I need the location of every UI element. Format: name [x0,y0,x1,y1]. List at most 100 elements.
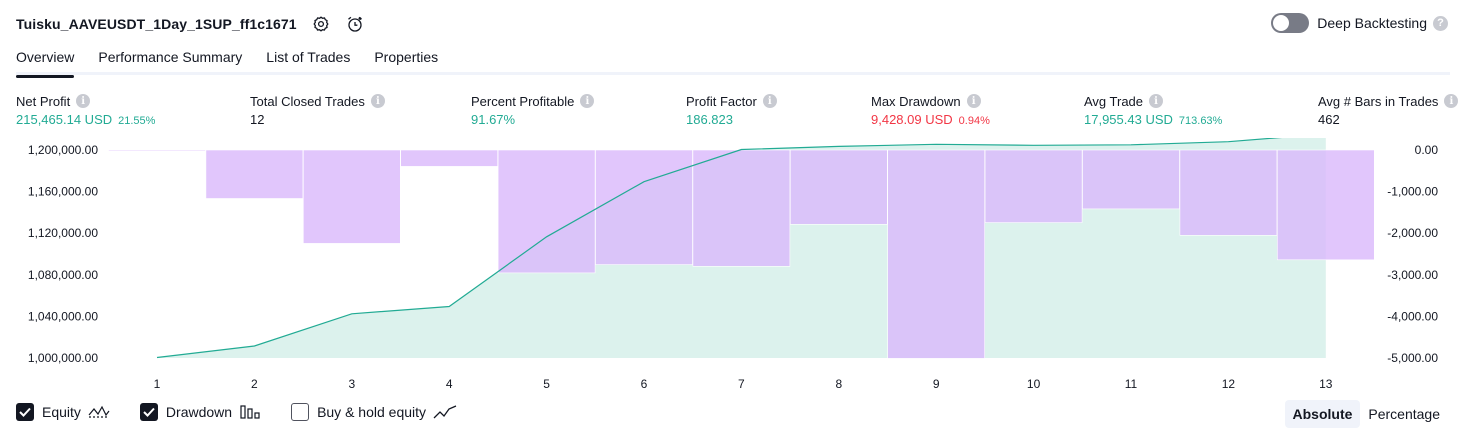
deep-backtesting-toggle[interactable] [1271,13,1310,33]
x-axis-tick: 11 [1125,377,1138,391]
equity-drawdown-chart: 1,200,000.00 1,160,000.00 1,120,000.00 1,08… [28,138,1439,391]
info-icon[interactable]: i [762,94,777,108]
drawdown-bar [108,149,206,152]
strategy-header: Tuisku_AAVEUSDT_1Day_1SUP_ff1c1671 [16,12,365,36]
metric-avg-bars-in-trades: Avg # Bars in Trades i 462 [1318,93,1459,127]
drawdown-bar [595,149,693,265]
x-axis-tick: 12 [1222,377,1236,391]
equity-label: Equity [42,404,81,420]
drawdown-bar [789,149,888,225]
scale-mode-switch: Absolute Percentage [1284,400,1449,428]
percentage-button[interactable]: Percentage [1368,406,1440,422]
metric-label: Percent Profitable [471,93,575,109]
x-axis-tick: 2 [251,377,258,391]
metric-value: 186.823 [686,112,733,127]
metric-percent: 21.55% [118,115,156,127]
x-axis-tick: 1 [154,377,161,391]
legend-buy-hold[interactable]: Buy & hold equity [291,403,457,421]
metric-percent-profitable: Percent Profitable i 91.67% [471,93,595,127]
left-axis-tick: 1,120,000.00 [28,226,98,240]
metric-value: 17,955.43 USD [1084,112,1173,127]
left-axis-tick: 1,000,000.00 [28,351,98,365]
deep-backtesting: Deep Backtesting ? [1271,13,1448,33]
metric-value: 91.67% [471,112,516,127]
drawdown-checkbox[interactable] [139,403,158,421]
right-axis-tick: -1,000.00 [1387,185,1438,199]
metric-label: Total Closed Trades [250,93,365,109]
metric-max-drawdown: Max Drawdown i 9,428.09 USD 0.94% [871,93,990,128]
metric-net-profit: Net Profit i 215,465.14 USD 21.55% [16,93,156,128]
deep-backtesting-label: Deep Backtesting [1317,15,1427,31]
metric-label: Avg Trade [1084,93,1144,109]
x-axis-tick: 5 [543,377,550,391]
drawdown-bar [302,149,401,244]
drawdown-bar [1277,149,1375,261]
drawdown-bar [984,149,1083,223]
metric-label: Max Drawdown [871,93,961,109]
drawdown-label: Drawdown [165,404,233,420]
tab-overview[interactable]: Overview [16,47,75,78]
right-axis-tick: -5,000.00 [1387,351,1438,365]
metric-avg-trade: Avg Trade i 17,955.43 USD 713.63% [1084,93,1223,128]
metric-label: Net Profit [16,93,71,109]
x-axis-tick: 9 [933,377,940,391]
info-icon[interactable]: i [1444,94,1459,108]
buy-hold-checkbox[interactable] [291,403,310,421]
left-axis-tick: 1,160,000.00 [28,185,98,199]
tab-bar: Overview Performance Summary List of Tra… [16,47,1450,78]
equity-line [156,138,1283,359]
metric-value: 215,465.14 USD [16,112,113,127]
metric-profit-factor: Profit Factor i 186.823 [686,93,777,127]
metric-value: 9,428.09 USD [871,112,953,127]
buy-hold-label: Buy & hold equity [317,404,427,420]
drawdown-bar [400,149,499,167]
right-axis-tick: -4,000.00 [1387,309,1438,323]
drawdown-bars-icon [239,404,261,420]
drawdown-bar [692,149,791,267]
x-axis-tick: 6 [641,377,648,391]
drawdown-bar [497,149,596,274]
alarm-clock-plus-icon[interactable] [345,14,365,34]
left-axis-tick: 1,080,000.00 [28,268,98,282]
help-icon[interactable]: ? [1433,15,1448,31]
buy-hold-line-icon [433,404,457,420]
x-axis-tick: 7 [738,377,745,391]
equity-checkbox[interactable] [16,403,34,421]
x-axis-tick: 13 [1319,377,1333,391]
tab-performance-summary[interactable]: Performance Summary [98,49,243,65]
right-axis-tick: -3,000.00 [1387,268,1438,282]
absolute-button[interactable]: Absolute [1284,400,1361,428]
info-icon[interactable]: i [966,94,981,108]
metric-value: 462 [1318,112,1340,127]
drawdown-bar [1082,149,1180,210]
x-axis-tick: 4 [446,377,453,391]
left-axis-tick: 1,040,000.00 [28,309,98,323]
equity-wave-icon [88,404,110,420]
tab-list-of-trades[interactable]: List of Trades [266,49,351,65]
drawdown-bar [887,149,986,359]
metric-label: Avg # Bars in Trades [1318,93,1439,109]
x-axis-tick: 8 [835,377,842,391]
drawdown-bar [1179,149,1278,236]
right-axis-tick: 0.00 [1415,143,1439,157]
info-icon[interactable]: i [76,94,91,108]
tab-properties[interactable]: Properties [374,49,439,65]
gear-icon[interactable] [311,14,331,34]
info-icon[interactable]: i [580,94,595,108]
right-axis-tick: -2,000.00 [1387,226,1438,240]
strategy-title: Tuisku_AAVEUSDT_1Day_1SUP_ff1c1671 [16,16,297,32]
metric-label: Profit Factor [686,93,757,109]
x-axis-tick: 10 [1027,377,1041,391]
metric-total-closed-trades: Total Closed Trades i 12 [250,93,385,127]
legend-drawdown[interactable]: Drawdown [139,403,261,421]
drawdown-bar [205,149,304,199]
left-axis-tick: 1,200,000.00 [28,143,98,157]
legend-equity[interactable]: Equity [16,403,110,421]
metric-percent: 713.63% [1178,115,1223,127]
chart-legend: Equity Drawdown Buy & hold equity [16,403,487,421]
metric-value: 12 [250,112,265,127]
info-icon[interactable]: i [1149,94,1164,108]
x-axis-tick: 3 [348,377,355,391]
metric-percent: 0.94% [958,115,990,127]
info-icon[interactable]: i [370,94,385,108]
